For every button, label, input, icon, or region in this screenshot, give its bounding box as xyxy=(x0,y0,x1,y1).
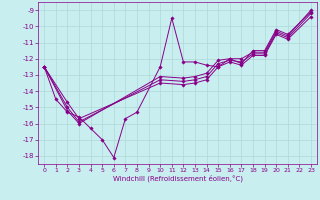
X-axis label: Windchill (Refroidissement éolien,°C): Windchill (Refroidissement éolien,°C) xyxy=(113,175,243,182)
